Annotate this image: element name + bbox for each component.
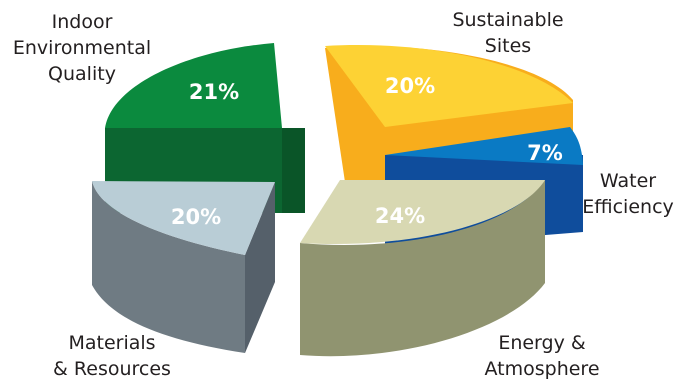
category-label-materials-resources: Materials & Resources (53, 332, 171, 380)
slice-label-water-efficiency: 7% (527, 141, 563, 165)
svg-text:Sustainable: Sustainable (452, 9, 563, 31)
slice-label-energy-atmosphere: 24% (375, 204, 425, 228)
svg-text:Quality: Quality (48, 63, 116, 85)
category-label-energy-atmosphere: Energy & Atmosphere (484, 332, 599, 380)
slice-label-sustainable-sites: 20% (385, 74, 435, 98)
slice-energy-atmosphere-top (300, 180, 545, 245)
slice-label-indoor-environmental-quality: 21% (189, 80, 239, 104)
svg-text:Energy &: Energy & (498, 332, 586, 354)
slice-materials-resources-top (92, 181, 275, 255)
slice-materials-resources-side (92, 181, 245, 353)
svg-text:Environmental: Environmental (13, 37, 151, 59)
slice-label-materials-resources: 20% (171, 205, 221, 229)
svg-text:Water: Water (600, 170, 656, 192)
svg-text:Atmosphere: Atmosphere (484, 358, 599, 380)
slice-materials-resources: 20% (92, 181, 275, 353)
slice-indoor-environmental-quality-top (105, 43, 282, 128)
svg-text:Indoor: Indoor (52, 11, 113, 33)
slice-sustainable-sites-top (325, 45, 573, 127)
slice-water-efficiency-top (385, 127, 583, 165)
svg-text:Sites: Sites (485, 35, 531, 57)
category-label-sustainable-sites: Sustainable Sites (452, 9, 563, 57)
slice-materials-resources-side-right (245, 182, 275, 353)
slice-energy-atmosphere: 24% (300, 180, 545, 357)
svg-text:& Resources: & Resources (53, 358, 171, 380)
category-label-water-efficiency: Water Efficiency (582, 170, 674, 218)
svg-text:Efficiency: Efficiency (582, 196, 674, 218)
category-label-indoor-environmental-quality: Indoor Environmental Quality (13, 11, 151, 85)
slice-indoor-environmental-quality-side-right (282, 128, 305, 213)
svg-text:Materials: Materials (68, 332, 155, 354)
slice-energy-atmosphere-side (300, 180, 545, 357)
